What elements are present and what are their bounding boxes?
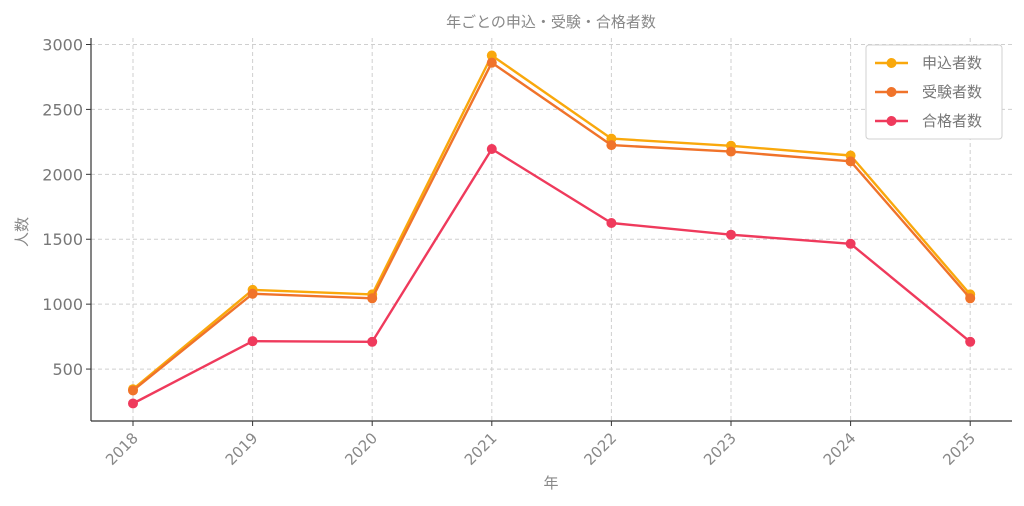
legend-box (865, 44, 1003, 140)
data-point (486, 144, 497, 155)
data-point (367, 336, 378, 347)
data-point (486, 50, 497, 61)
x-tick-label: 2021 (461, 429, 501, 469)
legend-item: 受験者数 (875, 83, 982, 101)
y-tick-label: 500 (52, 360, 83, 379)
x-tick-label: 2019 (222, 429, 262, 469)
data-point (726, 229, 736, 240)
x-tick-label: 2023 (700, 429, 740, 469)
x-tick-label: 2024 (820, 429, 860, 469)
data-point (128, 398, 138, 409)
legend-label: 受験者数 (922, 83, 982, 101)
grid (91, 38, 1012, 421)
y-tick-label: 3000 (42, 35, 83, 54)
legend-swatch-marker (886, 58, 897, 68)
data-point (845, 238, 856, 249)
data-point (247, 336, 258, 347)
legend-swatch-marker (886, 116, 897, 126)
series-line (132, 54, 972, 391)
x-tick-label: 2025 (939, 429, 979, 469)
data-point (128, 385, 138, 396)
data-point (606, 218, 617, 229)
y-tick-label: 2500 (42, 100, 83, 119)
y-tick-label: 1000 (42, 295, 83, 314)
series-lines (128, 50, 976, 409)
y-tick-label: 2000 (42, 165, 83, 184)
series-2 (128, 57, 976, 396)
data-point (367, 293, 378, 304)
series-line (132, 147, 971, 405)
y-axis-ticks: 500 1000 1500 2000 2500 3000 (42, 35, 91, 379)
data-point (845, 156, 856, 167)
data-point (965, 293, 976, 304)
legend-item: 合格者数 (875, 112, 982, 130)
data-point (965, 336, 976, 347)
x-axis-label: 年 (543, 474, 558, 492)
chart-title: 年ごとの申込・受験・合格者数 (446, 13, 656, 31)
series-3 (128, 144, 976, 409)
legend-item: 申込者数 (875, 54, 982, 72)
y-axis-label: 人数 (13, 217, 31, 247)
legend-label: 申込者数 (922, 54, 982, 72)
x-tick-label: 2022 (580, 429, 620, 469)
series-line (132, 61, 972, 392)
axes (90, 38, 1012, 422)
data-point (606, 140, 617, 151)
data-point (486, 57, 497, 68)
legend-swatch-marker (886, 87, 897, 97)
x-tick-label: 2020 (341, 429, 381, 469)
legend-label: 合格者数 (922, 112, 982, 130)
x-axis-ticks: 2018 2019 2020 2021 2022 2023 2024 2025 (102, 421, 979, 469)
y-tick-label: 1500 (42, 230, 83, 249)
data-point (726, 146, 736, 157)
x-tick-label: 2018 (102, 429, 142, 469)
data-point (247, 288, 258, 299)
